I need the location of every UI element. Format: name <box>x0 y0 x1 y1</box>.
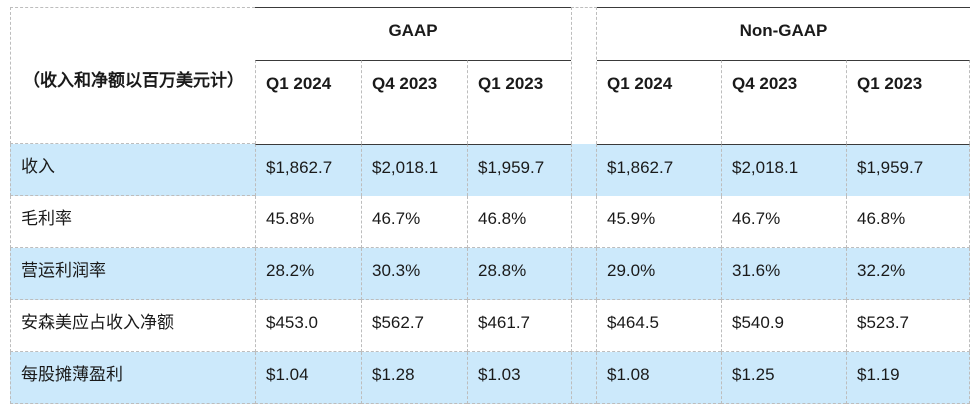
row-label-cell: 收入 <box>10 144 255 196</box>
value-cell: 46.7% <box>721 196 846 248</box>
value-cell: $2,018.1 <box>721 144 846 196</box>
value-cell: $1.19 <box>846 352 970 404</box>
spacer-cell <box>571 144 597 196</box>
value-cell: $1.25 <box>721 352 846 404</box>
row-label-cell: 营运利润率 <box>10 248 255 300</box>
value-cell: $1.04 <box>255 352 361 404</box>
row-label-cell: 毛利率 <box>10 196 255 248</box>
units-label-cell: （收入和净额以百万美元计） <box>10 7 255 144</box>
value-cell: $1,862.7 <box>597 144 721 196</box>
value-cell: 45.8% <box>255 196 361 248</box>
col-header-gaap-q1-2024: Q1 2024 <box>255 60 361 144</box>
spacer-cell <box>571 352 597 404</box>
value-cell: $464.5 <box>597 300 721 352</box>
units-label: （收入和净额以百万美元计） <box>23 71 244 90</box>
gaap-label: GAAP <box>388 21 438 40</box>
value-cell: $1,862.7 <box>255 144 361 196</box>
value-cell: $1,959.7 <box>846 144 970 196</box>
value-cell: 45.9% <box>597 196 721 248</box>
value-cell: 28.8% <box>467 248 571 300</box>
spacer-cell <box>571 196 597 248</box>
value-cell: 28.2% <box>255 248 361 300</box>
spacer-cell <box>571 300 597 352</box>
value-cell: 46.8% <box>846 196 970 248</box>
col-header-gaap-q4-2023: Q4 2023 <box>361 60 467 144</box>
value-cell: $1,959.7 <box>467 144 571 196</box>
value-cell: $1.08 <box>597 352 721 404</box>
row-label-cell: 每股摊薄盈利 <box>10 352 255 404</box>
value-cell: 32.2% <box>846 248 970 300</box>
row-label-cell: 安森美应占收入净额 <box>10 300 255 352</box>
spacer-header <box>571 7 597 144</box>
value-cell: $1.28 <box>361 352 467 404</box>
col-header-gaap-q1-2023: Q1 2023 <box>467 60 571 144</box>
col-header-nongaap-q1-2023: Q1 2023 <box>846 60 970 144</box>
value-cell: $540.9 <box>721 300 846 352</box>
col-header-nongaap-q4-2023: Q4 2023 <box>721 60 846 144</box>
value-cell: $1.03 <box>467 352 571 404</box>
value-cell: 46.8% <box>467 196 571 248</box>
value-cell: $453.0 <box>255 300 361 352</box>
value-cell: 46.7% <box>361 196 467 248</box>
col-header-nongaap-q1-2024: Q1 2024 <box>597 60 721 144</box>
gaap-group-header: GAAP <box>255 7 571 60</box>
value-cell: 31.6% <box>721 248 846 300</box>
nongaap-label: Non-GAAP <box>739 21 828 40</box>
nongaap-group-header: Non-GAAP <box>597 7 970 60</box>
value-cell: 30.3% <box>361 248 467 300</box>
spacer-cell <box>571 248 597 300</box>
value-cell: $523.7 <box>846 300 970 352</box>
value-cell: $461.7 <box>467 300 571 352</box>
value-cell: $562.7 <box>361 300 467 352</box>
value-cell: 29.0% <box>597 248 721 300</box>
value-cell: $2,018.1 <box>361 144 467 196</box>
